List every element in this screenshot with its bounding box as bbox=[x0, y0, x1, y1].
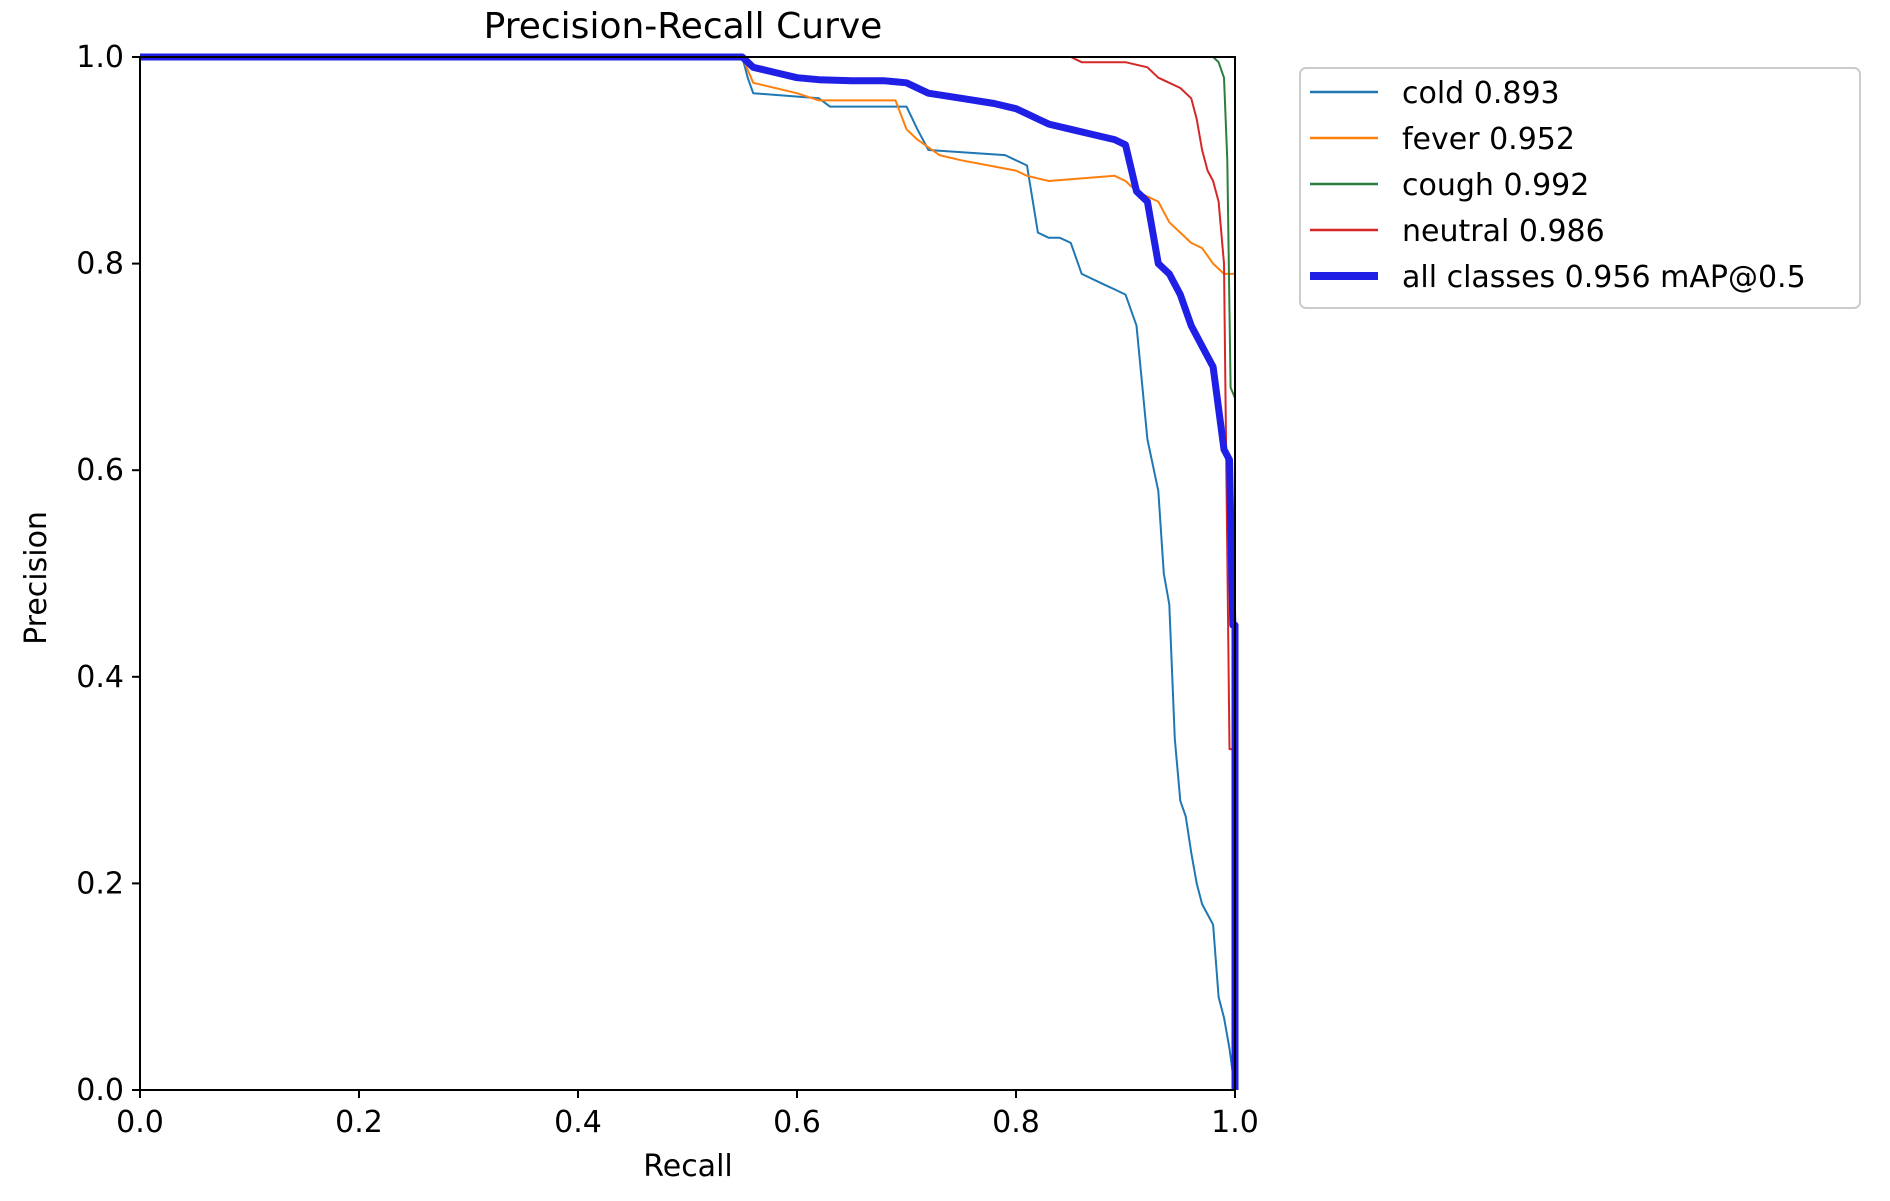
x-tick-label: 0.2 bbox=[335, 1105, 383, 1140]
legend: cold 0.893 fever 0.952 cough 0.992 neutral … bbox=[1299, 67, 1861, 309]
legend-label-cough: cough 0.992 bbox=[1402, 168, 1589, 203]
series-line-neutral bbox=[140, 56, 1235, 751]
series-line-cold bbox=[140, 56, 1236, 1091]
y-tick-label: 0.8 bbox=[76, 247, 124, 282]
y-tick-label: 1.0 bbox=[76, 40, 124, 75]
series-line-fever bbox=[140, 56, 1235, 275]
legend-label-cold: cold 0.893 bbox=[1402, 76, 1560, 111]
x-tick-label: 0.6 bbox=[773, 1105, 821, 1140]
x-axis-ticks: 0.0 0.2 0.4 0.6 0.8 1.0 bbox=[116, 1090, 1259, 1140]
y-tick-label: 0.4 bbox=[76, 660, 124, 695]
legend-label-neutral: neutral 0.986 bbox=[1402, 214, 1605, 249]
chart-title: Precision-Recall Curve bbox=[484, 6, 883, 47]
legend-box bbox=[1299, 67, 1861, 309]
legend-label-fever: fever 0.952 bbox=[1402, 122, 1575, 157]
legend-label-all-classes: all classes 0.956 mAP@0.5 bbox=[1402, 260, 1806, 295]
y-tick-label: 0.6 bbox=[76, 453, 124, 488]
x-tick-label: 0.0 bbox=[116, 1105, 164, 1140]
x-tick-label: 0.8 bbox=[992, 1105, 1040, 1140]
y-tick-label: 0.2 bbox=[76, 866, 124, 901]
y-axis-ticks: 0.0 0.2 0.4 0.6 0.8 1.0 bbox=[76, 40, 140, 1108]
y-axis-title: Precision bbox=[19, 511, 54, 645]
y-tick-label: 0.0 bbox=[76, 1073, 124, 1108]
plot-frame bbox=[139, 56, 1236, 1091]
x-tick-label: 1.0 bbox=[1211, 1105, 1259, 1140]
x-axis-title: Recall bbox=[643, 1149, 733, 1184]
series-line-all-classes bbox=[140, 53, 1239, 1090]
x-tick-label: 0.4 bbox=[554, 1105, 602, 1140]
